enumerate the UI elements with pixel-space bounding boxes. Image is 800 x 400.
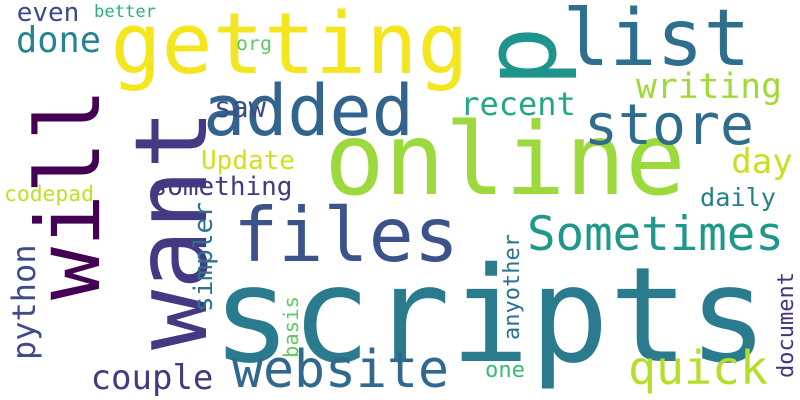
word-couple: couple <box>90 358 214 398</box>
word-document: document <box>774 272 799 378</box>
word-p: p <box>461 26 579 88</box>
word-update: Update <box>201 146 295 176</box>
word-files: files <box>233 191 459 279</box>
word-anyother: anyother <box>499 234 525 340</box>
word-saw: saw <box>214 89 266 124</box>
word-simpler: simpler <box>188 202 219 312</box>
word-list: list <box>562 0 751 84</box>
word-something: something <box>151 172 293 202</box>
word-added: added <box>203 70 414 152</box>
word-python: python <box>5 244 43 360</box>
word-basis: basis <box>278 296 303 358</box>
word-website: website <box>232 340 449 400</box>
word-online: online <box>324 101 686 218</box>
word-writing: writing <box>636 66 782 107</box>
word-codepad: codepad <box>4 182 94 208</box>
word-daily: daily <box>700 183 776 213</box>
word-scripts: scripts <box>212 239 768 393</box>
word-sometimes: Sometimes <box>527 207 784 263</box>
word-done: done <box>16 20 101 62</box>
word-recent: recent <box>460 85 576 123</box>
word-store: store <box>584 92 754 158</box>
word-org: org <box>236 32 272 56</box>
word-getting: getting <box>110 0 469 94</box>
word-one: one <box>485 356 525 383</box>
word-better: better <box>94 2 156 23</box>
word-quick: quick <box>628 340 768 395</box>
word-day: day <box>731 142 793 182</box>
word-even: even <box>16 0 80 28</box>
